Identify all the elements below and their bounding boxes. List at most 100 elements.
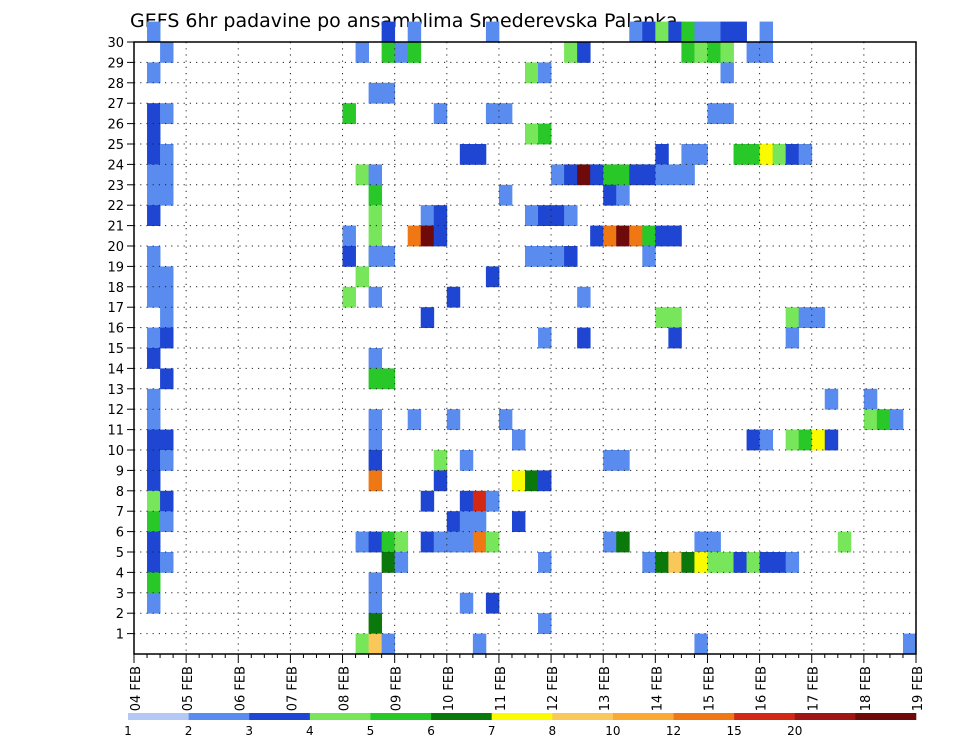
heat-cell-128 bbox=[577, 327, 591, 349]
heat-cell-171 bbox=[160, 490, 174, 512]
heat-cell-78 bbox=[147, 205, 161, 226]
heat-cell-133 bbox=[160, 368, 174, 390]
heat-cell-127 bbox=[538, 327, 552, 349]
heat-cell-140 bbox=[368, 409, 383, 430]
heat-cell-160 bbox=[433, 450, 448, 471]
heat-cell-169 bbox=[538, 470, 552, 492]
heat-cell-56 bbox=[798, 144, 813, 165]
colorbar-swatch-0 bbox=[128, 713, 189, 720]
heat-cell-0 bbox=[147, 21, 161, 43]
heat-cell-213 bbox=[772, 552, 787, 573]
heat-cell-52 bbox=[746, 144, 760, 165]
heat-cell-59 bbox=[355, 164, 369, 186]
heat-cell-96 bbox=[655, 225, 669, 247]
heat-cell-210 bbox=[733, 552, 747, 573]
x-tick-label-0: 04 FEB bbox=[129, 666, 144, 711]
heat-cell-217 bbox=[147, 592, 161, 614]
y-tick-label-6: 6 bbox=[116, 526, 124, 541]
x-axis: 04 FEB 05 FEB 06 FEB 07 FEB 08 FEB 09 FEB 10 F… bbox=[129, 654, 926, 711]
y-tick-label-14: 14 bbox=[107, 362, 124, 377]
heat-cell-3 bbox=[485, 21, 500, 43]
grid-layer bbox=[134, 41, 916, 654]
heat-cell-47 bbox=[472, 144, 487, 165]
heat-cell-135 bbox=[381, 368, 396, 390]
heat-cell-143 bbox=[498, 409, 513, 430]
heat-cell-12 bbox=[733, 21, 747, 43]
heat-cell-124 bbox=[811, 307, 826, 328]
heat-cell-138 bbox=[863, 388, 878, 410]
heat-cell-74 bbox=[368, 184, 383, 206]
x-tick-label-3: 07 FEB bbox=[285, 666, 300, 711]
heat-cell-130 bbox=[785, 327, 800, 349]
heat-cell-117 bbox=[577, 286, 591, 308]
x-tick-label-15: 19 FEB bbox=[911, 666, 926, 711]
heat-cell-134 bbox=[368, 368, 383, 390]
heat-cell-118 bbox=[160, 307, 174, 328]
heat-cell-8 bbox=[681, 21, 695, 43]
heat-cell-9 bbox=[694, 21, 708, 43]
heat-cell-6 bbox=[655, 21, 669, 43]
heat-cell-186 bbox=[394, 531, 409, 553]
heat-cell-187 bbox=[420, 531, 435, 553]
colorbar-swatch-4 bbox=[370, 713, 432, 720]
heat-cell-152 bbox=[759, 429, 774, 451]
heat-cell-38 bbox=[498, 103, 513, 124]
heat-cell-132 bbox=[368, 348, 383, 369]
heat-cell-57 bbox=[147, 164, 161, 186]
heat-cell-220 bbox=[485, 592, 500, 614]
heat-cell-62 bbox=[564, 164, 578, 186]
heat-cell-83 bbox=[538, 205, 552, 226]
heat-cell-73 bbox=[160, 184, 174, 206]
heat-cell-114 bbox=[342, 286, 356, 308]
y-tick-label-21: 21 bbox=[107, 220, 124, 235]
heat-cell-149 bbox=[368, 429, 383, 451]
heat-cell-172 bbox=[420, 490, 435, 512]
heat-cell-165 bbox=[368, 470, 383, 492]
heat-cell-204 bbox=[655, 552, 669, 573]
heat-cell-2 bbox=[407, 21, 422, 43]
heat-cell-46 bbox=[459, 144, 474, 165]
heat-cell-48 bbox=[655, 144, 669, 165]
heat-cell-112 bbox=[147, 286, 161, 308]
colorbar-label-3: 3 bbox=[245, 724, 253, 738]
colorbar-swatch-2 bbox=[249, 713, 311, 720]
heat-cell-10 bbox=[707, 21, 721, 43]
heat-cell-34 bbox=[160, 103, 174, 124]
heat-cell-228 bbox=[902, 633, 917, 655]
y-tick-label-15: 15 bbox=[107, 342, 124, 357]
heat-cell-224 bbox=[368, 633, 383, 655]
heat-cell-93 bbox=[616, 225, 630, 247]
y-tick-label-30: 30 bbox=[107, 36, 124, 51]
heat-cell-208 bbox=[707, 552, 721, 573]
y-tick-label-2: 2 bbox=[116, 607, 124, 622]
colorbar-label-5: 5 bbox=[367, 724, 375, 738]
heat-cell-30 bbox=[720, 62, 734, 84]
heat-cell-103 bbox=[525, 246, 539, 267]
x-tick-label-6: 10 FEB bbox=[442, 666, 457, 711]
heat-cell-101 bbox=[368, 246, 383, 267]
heat-cell-154 bbox=[798, 429, 813, 451]
heat-cell-76 bbox=[603, 184, 617, 206]
heat-cell-148 bbox=[160, 429, 174, 451]
heat-cell-173 bbox=[459, 490, 474, 512]
colorbar-swatch-5 bbox=[431, 713, 492, 720]
heat-cell-72 bbox=[147, 184, 161, 206]
heat-cell-196 bbox=[707, 531, 721, 553]
heat-cell-18 bbox=[407, 42, 422, 63]
heat-cell-221 bbox=[368, 613, 383, 634]
y-tick-label-1: 1 bbox=[116, 628, 124, 643]
heat-cell-225 bbox=[381, 633, 396, 655]
heat-cell-212 bbox=[759, 552, 774, 573]
heat-cell-120 bbox=[655, 307, 669, 328]
heat-cell-108 bbox=[147, 266, 161, 288]
heat-cell-151 bbox=[746, 429, 760, 451]
y-tick-label-9: 9 bbox=[116, 464, 124, 479]
heat-cell-111 bbox=[485, 266, 500, 288]
heat-cell-88 bbox=[407, 225, 422, 247]
heat-cell-23 bbox=[707, 42, 721, 63]
heat-cell-115 bbox=[368, 286, 383, 308]
heat-cell-192 bbox=[485, 531, 500, 553]
heat-cell-125 bbox=[147, 327, 161, 349]
colorbar-label-1: 1 bbox=[124, 724, 132, 738]
